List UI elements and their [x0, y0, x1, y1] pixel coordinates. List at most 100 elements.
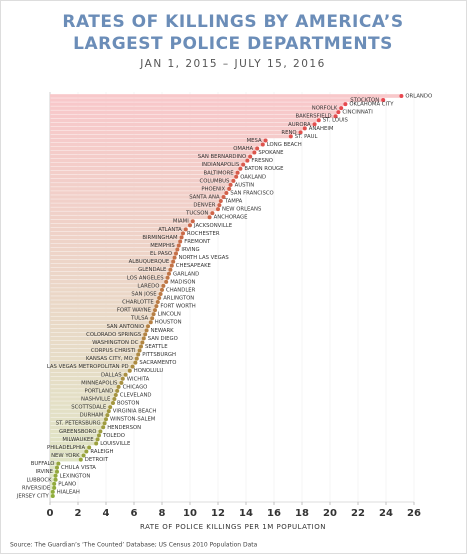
dot [133, 360, 138, 365]
dot [221, 195, 226, 199]
city-label: WICHITA [127, 376, 150, 382]
bar [50, 465, 57, 470]
dot [263, 138, 268, 143]
dot [160, 287, 164, 292]
city-label: ALBUQUERQUE [129, 259, 170, 265]
city-label: COLORADO SPRINGS [86, 332, 142, 338]
city-label: ST. PAUL [295, 134, 318, 140]
city-label: RALEIGH [90, 449, 113, 455]
dot [216, 207, 220, 212]
title-line: RATES OF KILLINGS BY AMERICA’S [62, 12, 403, 32]
dot [137, 348, 142, 353]
bar [50, 150, 255, 155]
dot [50, 493, 55, 498]
city-label: PITTSBURGH [142, 352, 176, 358]
dot [52, 481, 57, 486]
city-label: WASHINGTON DC [92, 340, 138, 346]
city-label: CHICAGO [123, 384, 148, 390]
dot [164, 279, 169, 284]
dot [190, 219, 195, 224]
dot [333, 114, 338, 119]
bar [50, 393, 116, 397]
bar [50, 328, 147, 333]
bar [50, 457, 81, 462]
bar [50, 368, 130, 373]
bar [50, 126, 305, 131]
dot [234, 174, 239, 179]
city-label: LONG BEACH [267, 142, 302, 148]
city-label: GARLAND [173, 271, 199, 277]
bar [50, 312, 154, 316]
bar [50, 239, 181, 244]
city-label: BIRMINGHAM [142, 235, 178, 241]
dot [302, 126, 307, 131]
city-label: AUSTIN [235, 182, 255, 188]
city-label: LAREDO [137, 283, 159, 289]
dot [97, 433, 101, 438]
x-tick-label: 14 [239, 508, 253, 519]
city-label: AURORA [288, 122, 311, 128]
bar [50, 433, 99, 438]
bar [50, 267, 171, 272]
city-label: ORLANDO [405, 94, 432, 100]
city-label: OAKLAND [240, 174, 266, 180]
bar [50, 417, 106, 422]
dot [169, 263, 174, 268]
city-label: KANSAS CITY, MO [86, 356, 133, 362]
dot [172, 255, 177, 260]
bar [50, 138, 266, 143]
bar [50, 385, 119, 389]
bar [50, 336, 144, 341]
bar [50, 356, 137, 361]
bar [50, 187, 230, 191]
city-label: SAN DIEGO [148, 336, 178, 342]
bar [50, 461, 59, 466]
bar [50, 308, 155, 312]
city-label: NORFOLK [312, 106, 338, 112]
bar [50, 235, 182, 240]
dot [210, 211, 215, 216]
dot [339, 106, 344, 111]
city-label: LOUISVILLE [100, 441, 131, 447]
bar [50, 162, 244, 167]
dot [235, 170, 240, 175]
bar [50, 453, 84, 458]
bar [50, 199, 221, 203]
bar [50, 263, 172, 268]
bar [50, 284, 164, 288]
dot [218, 199, 223, 204]
bar [50, 219, 193, 224]
dot [55, 465, 59, 470]
dot [84, 449, 89, 454]
dot [56, 461, 61, 466]
bar [50, 397, 115, 401]
dot [116, 384, 121, 389]
source: Source: The Guardian’s ‘The Counted’ Dat… [10, 542, 258, 549]
bar [50, 445, 90, 450]
city-label: HIALEAH [57, 489, 80, 495]
bar [50, 340, 143, 345]
bar [50, 174, 237, 179]
dot [150, 316, 155, 321]
dot [55, 469, 59, 474]
dot [245, 158, 250, 163]
dot [144, 328, 149, 333]
dot [146, 324, 150, 329]
city-label: PORTLAND [85, 388, 114, 394]
bar [50, 98, 384, 102]
bar [50, 292, 161, 296]
x-tick-label: 0 [47, 508, 54, 519]
city-label: HONOLULU [134, 368, 164, 374]
dot [175, 247, 180, 252]
city-label: ANCHORAGE [214, 215, 249, 221]
dot [130, 364, 135, 369]
city-label: CLEVELAND [120, 392, 152, 398]
dot [167, 271, 171, 276]
bar [50, 251, 176, 256]
bar [50, 166, 241, 171]
dot [158, 291, 163, 296]
bar [50, 473, 56, 478]
city-label: SAN ANTONIO [107, 324, 144, 330]
bar [50, 179, 234, 183]
dot [148, 320, 153, 325]
